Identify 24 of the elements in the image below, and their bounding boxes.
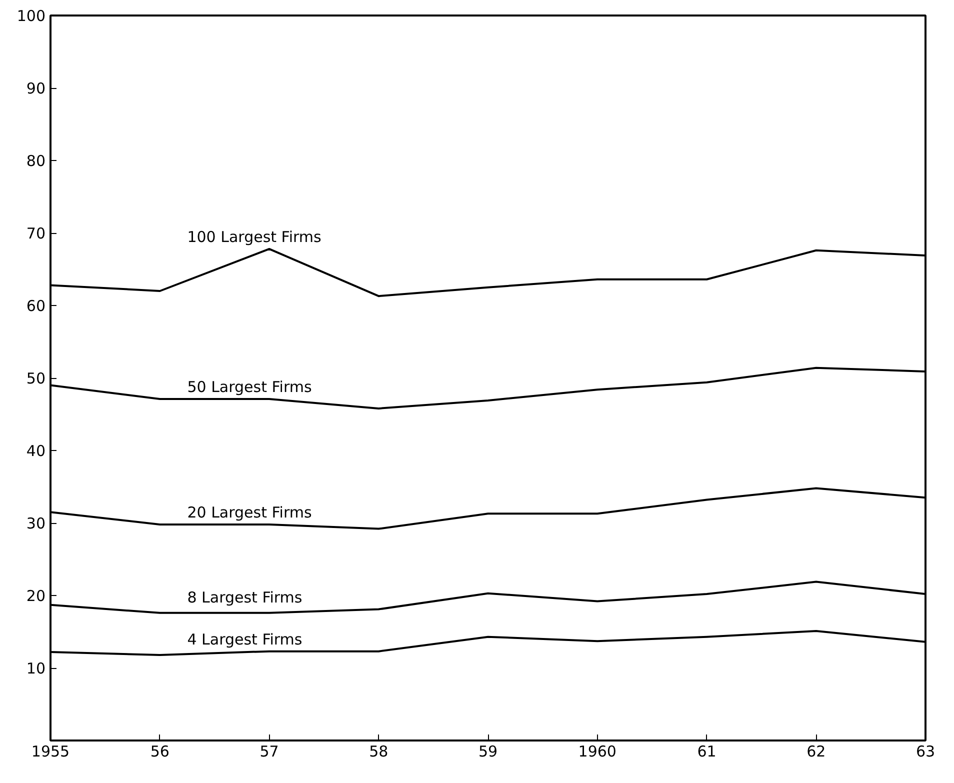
- series-label: 20 Largest Firms: [187, 503, 312, 522]
- y-tick-label: 50: [26, 370, 46, 388]
- x-tick-label: 57: [260, 742, 279, 760]
- x-tick-label: 63: [916, 742, 936, 760]
- y-tick-label: 40: [26, 442, 46, 460]
- series-label: 8 Largest Firms: [187, 588, 302, 606]
- x-tick-label: 56: [150, 742, 170, 760]
- x-tick-label: 62: [806, 742, 826, 760]
- x-tick-label: 1955: [31, 742, 70, 760]
- x-tick-label: 58: [369, 742, 388, 760]
- series-label: 4 Largest Firms: [187, 630, 302, 648]
- x-tick-label: 1960: [578, 742, 616, 760]
- series-label: 100 Largest Firms: [187, 228, 322, 246]
- y-tick-label: 60: [26, 297, 46, 315]
- y-tick-label: 80: [26, 152, 46, 170]
- y-tick-label: 20: [26, 587, 46, 605]
- y-tick-label: 10: [26, 660, 46, 678]
- y-tick-label: 90: [26, 80, 46, 98]
- x-tick-label: 59: [478, 742, 498, 760]
- y-tick-label: 30: [26, 514, 46, 532]
- x-tick-label: 61: [697, 742, 716, 760]
- y-tick-label: 70: [26, 224, 46, 242]
- series-label: 50 Largest Firms: [187, 378, 312, 396]
- y-tick-label: 100: [16, 7, 46, 25]
